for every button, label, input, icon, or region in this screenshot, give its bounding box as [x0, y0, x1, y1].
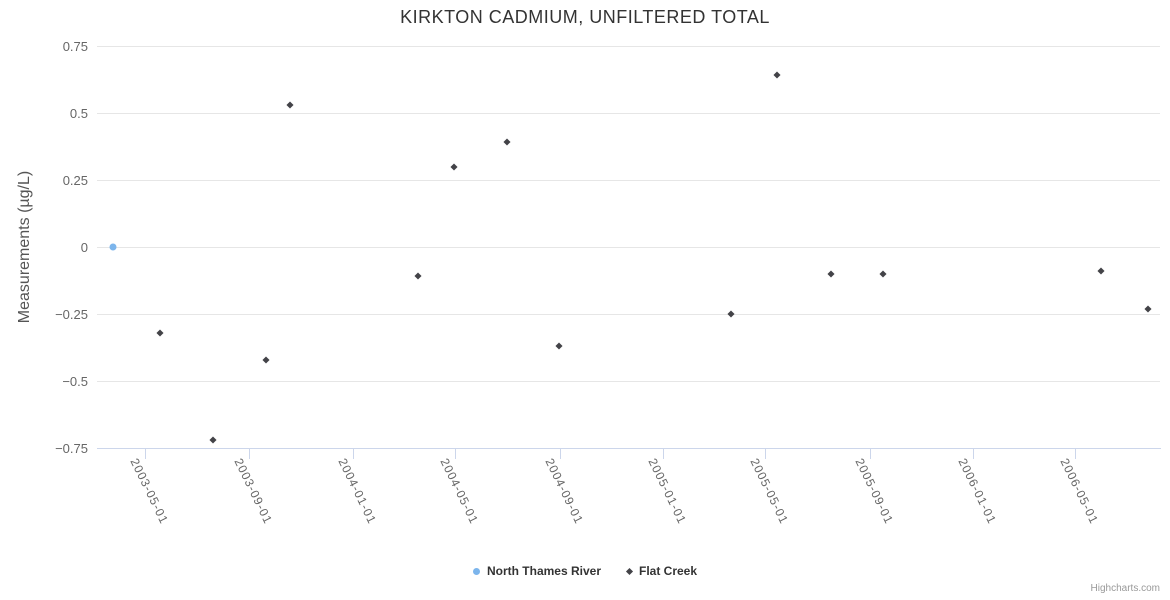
y-tick-label: 0.5	[69, 106, 88, 121]
data-point-diamond[interactable]	[773, 71, 781, 80]
x-tick-label: 2005-09-01	[852, 456, 897, 527]
x-tick-label: 2005-01-01	[645, 456, 690, 527]
data-point-diamond[interactable]	[262, 356, 270, 364]
chart-title: KIRKTON CADMIUM, UNFILTERED TOTAL	[400, 7, 770, 27]
x-axis-tick	[663, 449, 664, 459]
x-axis-tick	[249, 449, 250, 459]
data-point-diamond[interactable]	[450, 163, 458, 171]
legend: North Thames River Flat Creek	[0, 564, 1170, 578]
x-axis-tick	[455, 449, 456, 459]
gridline	[97, 381, 1160, 382]
legend-item-flat-creek[interactable]: Flat Creek	[625, 564, 698, 578]
y-tick-label: 0.25	[62, 173, 88, 188]
x-axis-tick	[870, 449, 871, 459]
x-axis-tick	[1075, 449, 1076, 459]
x-tick-label: 2004-05-01	[437, 456, 482, 527]
highcharts-credit[interactable]: Highcharts.com	[1090, 583, 1160, 594]
x-tick-label: 2003-05-01	[127, 456, 172, 527]
legend-item-north-thames-river[interactable]: North Thames River	[472, 564, 601, 578]
data-point-diamond[interactable]	[727, 310, 735, 318]
x-axis-tick	[973, 449, 974, 459]
data-point-diamond[interactable]	[879, 270, 887, 278]
data-point-diamond[interactable]	[1144, 305, 1152, 313]
x-axis-tick	[145, 449, 146, 459]
diamond-marker-icon	[625, 567, 634, 575]
data-point-diamond[interactable]	[286, 101, 294, 109]
x-tick-label: 2003-09-01	[231, 456, 276, 527]
data-point-circle[interactable]	[109, 243, 117, 251]
y-tick-label: −0.25	[55, 307, 88, 322]
gridline	[97, 314, 1160, 315]
gridline	[97, 180, 1160, 181]
circle-marker-icon	[472, 567, 480, 575]
x-tick-label: 2004-01-01	[335, 456, 380, 527]
data-point-diamond[interactable]	[827, 270, 835, 278]
gridline	[97, 247, 1160, 248]
data-point-diamond[interactable]	[1097, 267, 1105, 275]
y-tick-label: 0.75	[62, 39, 88, 54]
legend-item-label: North Thames River	[486, 564, 601, 578]
x-axis-line	[97, 448, 1161, 449]
x-axis-tick	[560, 449, 561, 459]
x-tick-label: 2004-09-01	[542, 456, 587, 527]
x-tick-label: 2006-05-01	[1057, 456, 1102, 527]
y-tick-label: −0.5	[62, 374, 88, 389]
gridline	[97, 113, 1160, 114]
y-tick-label: −0.75	[55, 441, 88, 456]
data-point-diamond[interactable]	[414, 272, 422, 281]
x-tick-label: 2005-05-01	[747, 456, 792, 527]
data-point-diamond[interactable]	[555, 342, 563, 350]
x-tick-label: 2006-01-01	[955, 456, 1000, 527]
gridline	[97, 46, 1160, 47]
x-axis-tick	[353, 449, 354, 459]
y-tick-label: 0	[80, 240, 88, 255]
x-axis-tick	[765, 449, 766, 459]
data-point-diamond[interactable]	[503, 138, 511, 147]
legend-item-label: Flat Creek	[639, 564, 698, 578]
data-point-diamond[interactable]	[156, 329, 164, 337]
data-point-diamond[interactable]	[209, 436, 217, 444]
